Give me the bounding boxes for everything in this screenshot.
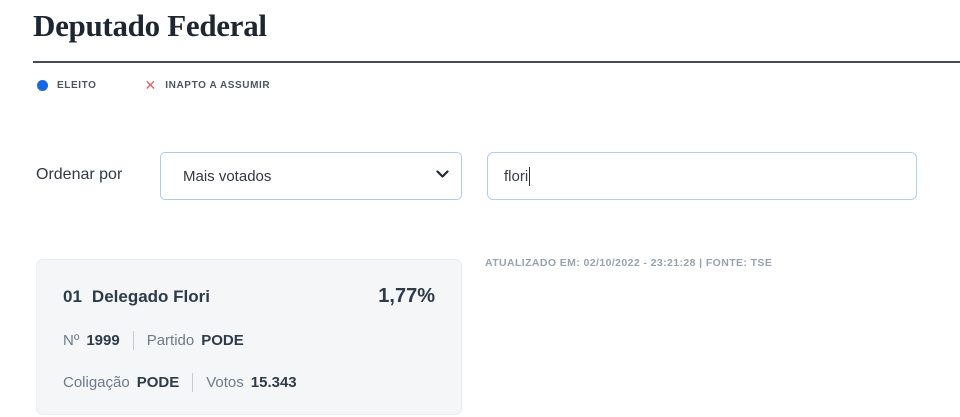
vertical-divider [132, 331, 134, 350]
votes-label: Votos [206, 374, 244, 391]
legend-item-eleito: ELEITO [37, 80, 97, 91]
candidate-rank: 01 [63, 287, 82, 306]
title-divider [33, 61, 960, 63]
number-label: Nº [63, 332, 80, 349]
candidate-percent: 1,77% [378, 285, 435, 307]
candidate-coalition-votes-row: Coligação PODE Votos 15.343 [63, 373, 435, 392]
legend-label-eleito: ELEITO [57, 80, 97, 91]
candidate-card: 01 Delegado Flori 1,77% Nº 1999 Partido P… [36, 259, 462, 415]
candidate-number-party-row: Nº 1999 Partido PODE [63, 331, 435, 350]
party-label: Partido [146, 332, 195, 349]
party-value: PODE [201, 332, 244, 349]
search-input[interactable]: flori [487, 152, 917, 200]
sort-select-wrap: Mais votados [160, 152, 462, 200]
controls-row: Ordenar por Mais votados flori [36, 152, 917, 200]
updated-status: ATUALIZADO EM: 02/10/2022 - 23:21:28 | F… [485, 257, 773, 269]
sort-label: Ordenar por [36, 166, 123, 183]
legend-label-inapto: INAPTO A ASSUMIR [165, 80, 271, 91]
votes-value: 15.343 [250, 374, 297, 391]
text-caret [529, 166, 531, 186]
number-value: 1999 [86, 332, 120, 349]
page-title: Deputado Federal [33, 8, 267, 43]
sort-select[interactable]: Mais votados [160, 152, 462, 200]
legend-item-inapto: ✕ INAPTO A ASSUMIR [144, 77, 271, 93]
candidate-name: Delegado Flori [91, 287, 210, 306]
unfit-x-icon: ✕ [144, 77, 157, 93]
coalition-label: Coligação [63, 374, 130, 391]
candidate-header-row: 01 Delegado Flori 1,77% [63, 285, 435, 308]
legend: ELEITO ✕ INAPTO A ASSUMIR [37, 77, 271, 93]
search-input-value: flori [504, 167, 529, 185]
elected-dot-icon [37, 80, 48, 91]
vertical-divider [192, 373, 194, 392]
candidate-name-line: 01 Delegado Flori [63, 287, 210, 307]
coalition-value: PODE [136, 374, 180, 391]
